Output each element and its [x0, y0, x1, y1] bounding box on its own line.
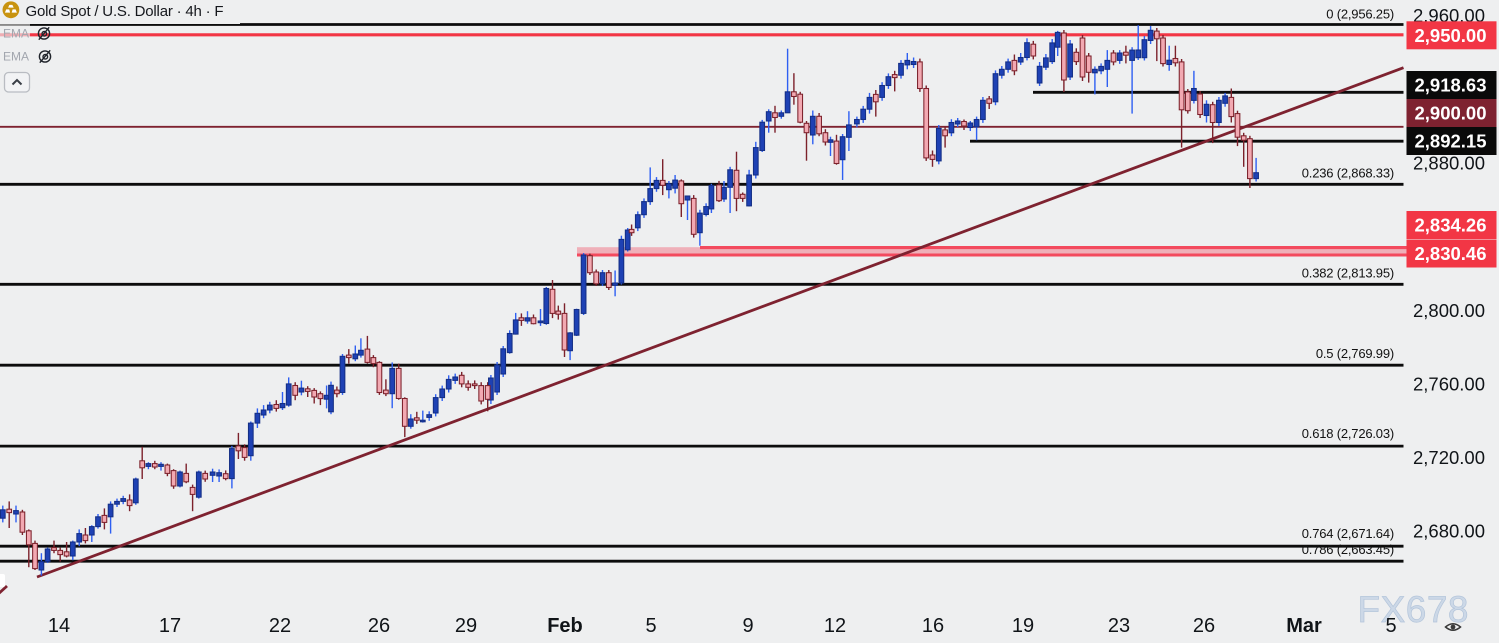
svg-text:Feb: Feb: [547, 615, 583, 637]
svg-text:2,892.15: 2,892.15: [1415, 131, 1487, 152]
svg-text:0.786 (2,663.45): 0.786 (2,663.45): [1302, 542, 1394, 557]
svg-text:29: 29: [455, 615, 477, 637]
svg-text:2,880.00: 2,880.00: [1413, 153, 1485, 174]
svg-text:0.5 (2,769.99): 0.5 (2,769.99): [1316, 346, 1394, 361]
svg-text:2,918.63: 2,918.63: [1415, 75, 1487, 96]
svg-text:12: 12: [824, 615, 846, 637]
svg-text:FX678: FX678: [1357, 589, 1469, 630]
svg-text:0.382 (2,813.95): 0.382 (2,813.95): [1302, 265, 1394, 280]
svg-text:Gold Spot / U.S. Dollar · 4h ·: Gold Spot / U.S. Dollar · 4h · F: [26, 3, 224, 20]
svg-text:EMA: EMA: [3, 27, 29, 41]
svg-text:17: 17: [159, 615, 181, 637]
svg-text:0 (2,956.25): 0 (2,956.25): [1326, 6, 1394, 21]
svg-text:0.764 (2,671.64): 0.764 (2,671.64): [1302, 526, 1394, 541]
svg-text:26: 26: [368, 615, 390, 637]
svg-text:5: 5: [645, 615, 656, 637]
svg-text:2,834.26: 2,834.26: [1415, 215, 1487, 236]
svg-text:2,720.00: 2,720.00: [1413, 447, 1485, 468]
svg-text:22: 22: [269, 615, 291, 637]
svg-text:23: 23: [1108, 615, 1130, 637]
svg-text:0.236 (2,868.33): 0.236 (2,868.33): [1302, 165, 1394, 180]
svg-text:2,800.00: 2,800.00: [1413, 300, 1485, 321]
svg-text:5: 5: [1385, 615, 1396, 637]
svg-text:16: 16: [922, 615, 944, 637]
svg-text:2,760.00: 2,760.00: [1413, 374, 1485, 395]
svg-text:2,960.00: 2,960.00: [1413, 5, 1485, 26]
svg-text:2,830.46: 2,830.46: [1415, 243, 1487, 264]
svg-text:0.618 (2,726.03): 0.618 (2,726.03): [1302, 426, 1394, 441]
svg-text:Mar: Mar: [1286, 615, 1322, 637]
svg-text:26: 26: [1193, 615, 1215, 637]
svg-text:9: 9: [742, 615, 753, 637]
svg-text:19: 19: [1012, 615, 1034, 637]
svg-text:2,900.00: 2,900.00: [1415, 103, 1487, 124]
svg-text:14: 14: [48, 615, 70, 637]
svg-text:2,680.00: 2,680.00: [1413, 521, 1485, 542]
svg-text:2,950.00: 2,950.00: [1415, 25, 1487, 46]
svg-text:EMA: EMA: [3, 50, 29, 64]
